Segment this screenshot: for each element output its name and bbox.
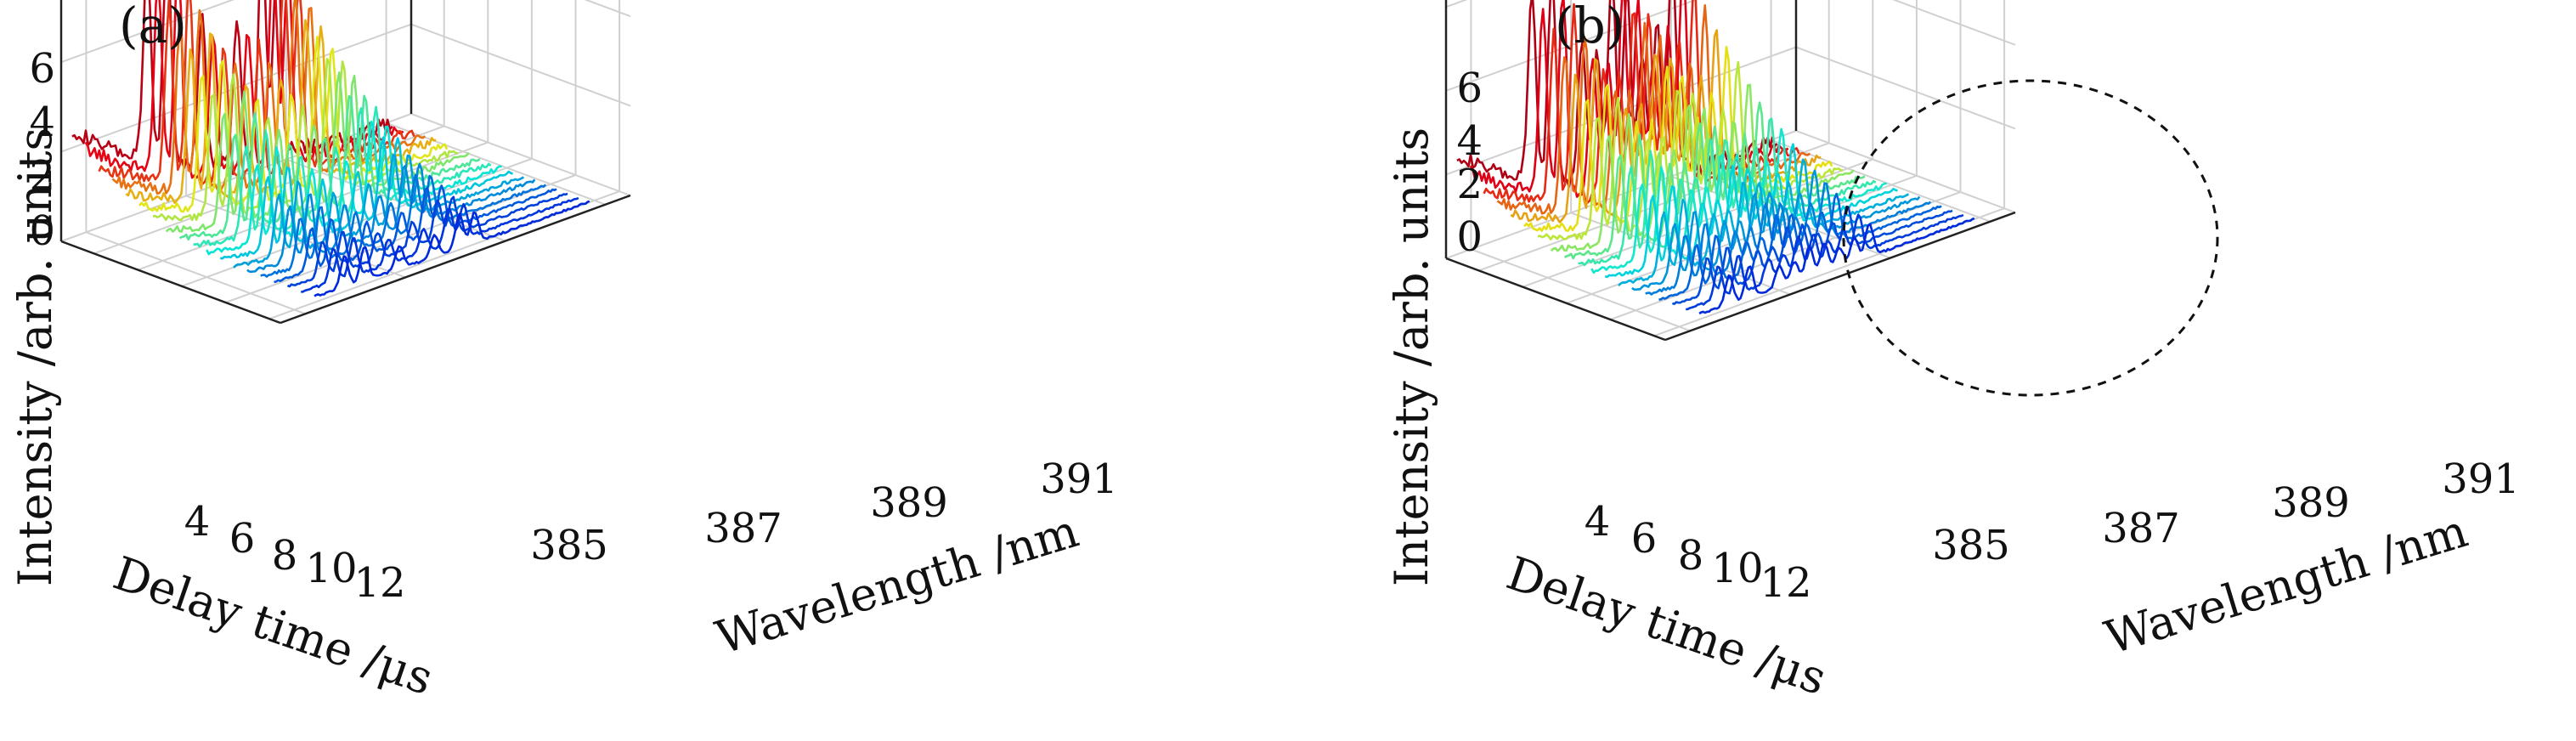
spectrum-line [219, 136, 513, 260]
spectrum-line [1645, 182, 1932, 296]
spectrum-line [1671, 206, 1953, 306]
spectrum-line [260, 173, 547, 278]
y-floor-gridline [86, 231, 306, 315]
highlight-dashed-circle [1842, 79, 2219, 397]
x-axis-line [1445, 257, 1666, 342]
y-tick-label: 385 [1932, 522, 2010, 569]
z-tick-label: 6 [29, 45, 55, 93]
spectrum-line [206, 120, 502, 256]
y-tick-label: 389 [2272, 479, 2350, 527]
z-gridline [60, 0, 631, 64]
z-tick-label: 2 [29, 152, 55, 200]
spectra [1456, 0, 1975, 315]
x-tick-label: 10 [305, 545, 357, 592]
z-tick-label: 4 [1456, 117, 1483, 165]
x-axis-line [60, 240, 281, 325]
x-tick-label: 12 [353, 559, 405, 607]
z-tick-label: 0 [1456, 213, 1483, 261]
z-tick-label: 6 [1456, 65, 1483, 112]
spectrum-line [84, 0, 404, 179]
z-axis-label: Intensity /arb. units [1385, 127, 1438, 586]
spectrum-line [274, 184, 557, 284]
z-axis-label: Intensity /arb. units [8, 127, 62, 586]
z-tick-label: 4 [29, 99, 55, 146]
spectrum-line [233, 154, 525, 269]
spectrum-line [111, 0, 427, 195]
spectra [71, 0, 590, 297]
y-tick-label: 391 [2442, 455, 2520, 503]
spectrum-line [98, 0, 415, 185]
x-tick-label: 6 [1631, 515, 1658, 563]
z-tick-label: 0 [29, 207, 55, 255]
spectrum-line [1483, 0, 1800, 204]
spectrum-line [286, 192, 568, 288]
x-tick-label: 4 [1585, 498, 1611, 546]
z-gridline [1445, 0, 2016, 92]
spectrum-line [1698, 217, 1975, 315]
y-axis-line [280, 194, 631, 325]
spectrum-line [1563, 101, 1866, 260]
y-tick-label: 387 [2102, 505, 2180, 552]
spectrum-line [246, 162, 536, 274]
y-tick-label: 391 [1040, 455, 1118, 503]
spectrum-line [165, 71, 470, 233]
y-floor-gridline [1471, 248, 1691, 332]
x-tick-label: 6 [229, 515, 256, 563]
z-tick-label: 2 [1456, 161, 1483, 208]
spectrum-line [1550, 83, 1855, 252]
y-tick-label: 387 [704, 505, 782, 552]
x-tick-label: 8 [1678, 532, 1704, 580]
y-floor-gridline [1771, 139, 1991, 223]
x-tick-label: 4 [184, 498, 211, 546]
x-tick-label: 8 [272, 532, 298, 580]
y-axis-line [1664, 211, 2016, 342]
axis-box [1444, 0, 2016, 342]
spectrum-line [125, 19, 437, 204]
panel-label: (b) [1555, 0, 1624, 54]
spectrum-line [1578, 117, 1877, 267]
spectrum-line [1590, 127, 1887, 274]
y-tick-label: 389 [870, 479, 948, 527]
y-tick-label: 385 [530, 522, 608, 569]
x-tick-label: 12 [1760, 559, 1811, 607]
spectrum-line [314, 200, 590, 297]
x-tick-label: 10 [1711, 545, 1763, 592]
axis-box [59, 0, 631, 325]
panel-label: (a) [119, 0, 187, 54]
